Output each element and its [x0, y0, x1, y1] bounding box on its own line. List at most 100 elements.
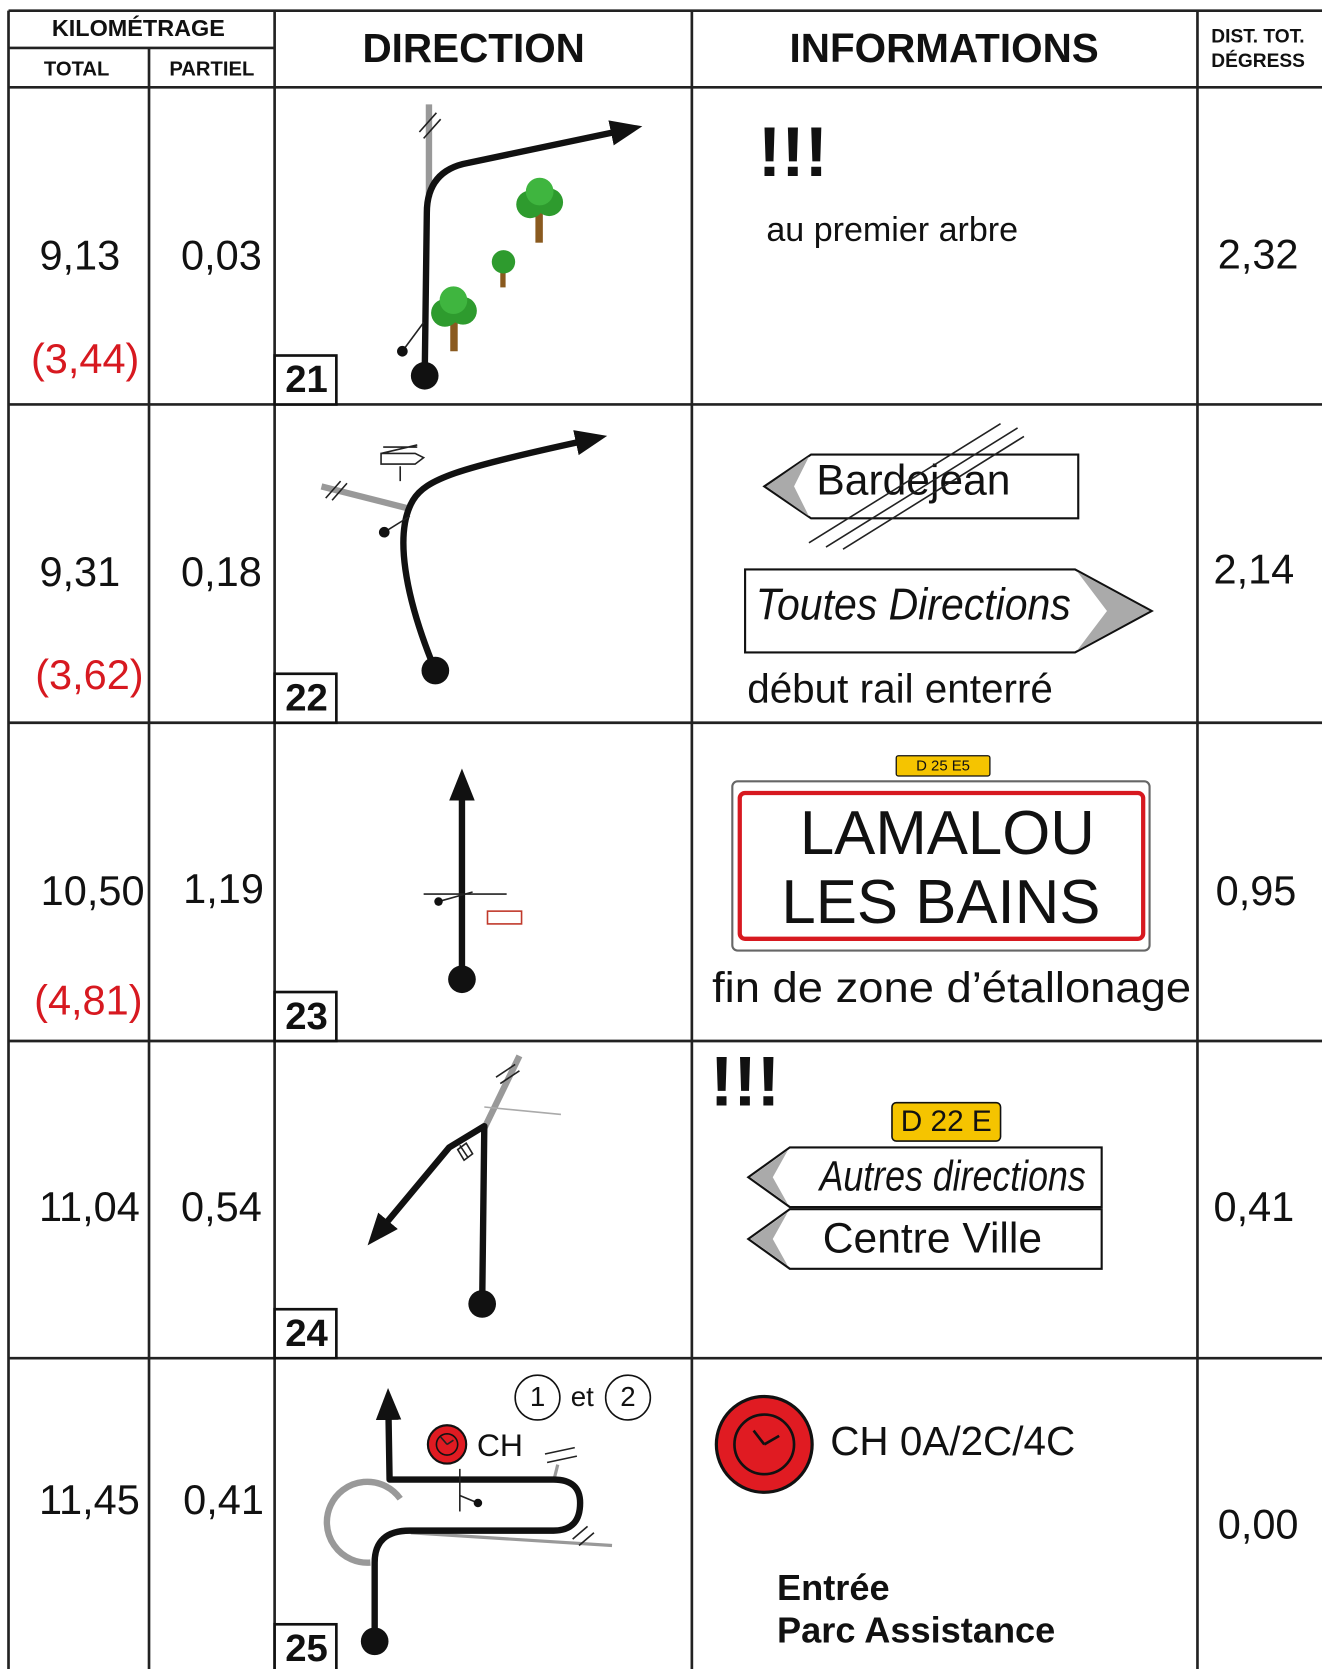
shape — [535, 212, 543, 243]
shape — [766, 456, 809, 517]
shape — [468, 1290, 497, 1318]
road-code: D 22 E — [901, 1105, 992, 1138]
shape — [320, 483, 411, 512]
shape — [371, 1387, 584, 1645]
total: 10,50 — [41, 867, 145, 914]
shape — [439, 286, 468, 315]
shape — [450, 321, 458, 352]
reference-joiner: et — [571, 1381, 594, 1412]
sign-text: Centre Ville — [823, 1214, 1042, 1262]
shape — [750, 1212, 788, 1266]
shape — [410, 1531, 613, 1548]
shape — [752, 1429, 780, 1446]
shape — [495, 1063, 520, 1085]
total-alt: (3,62) — [35, 651, 143, 698]
header-dist: DIST. TOT. — [1211, 26, 1304, 47]
shape — [410, 361, 439, 390]
town-name: LAMALOU — [800, 799, 1095, 868]
control-text: CH 0A/2C/4C — [830, 1418, 1075, 1464]
total: 11,45 — [39, 1476, 140, 1523]
road-code-box — [891, 1101, 1002, 1142]
partial: 0,54 — [181, 1183, 262, 1230]
step-number: 21 — [285, 358, 328, 401]
step-number: 23 — [285, 995, 328, 1038]
info-note: au premier arbre — [766, 211, 1018, 249]
info-note: Entrée — [777, 1567, 890, 1608]
table-grid — [7, 9, 1322, 1669]
diagram-23 — [423, 768, 523, 994]
info-note: début rail enterré — [747, 666, 1053, 712]
header-partiel: PARTIEL — [169, 59, 254, 81]
shape — [473, 1498, 483, 1508]
reference: 2 — [620, 1381, 635, 1412]
diagram-21 — [397, 104, 643, 390]
shape — [746, 1208, 1103, 1270]
shape — [400, 430, 608, 674]
town-sign-border — [737, 790, 1146, 941]
town-sign — [731, 780, 1151, 952]
shape — [733, 1413, 796, 1476]
dist: 2,14 — [1213, 546, 1294, 593]
total: 11,04 — [39, 1183, 140, 1230]
sign-autres-directions: Autres directions — [746, 1146, 1103, 1209]
total-alt: (3,44) — [31, 335, 139, 382]
dist: 2,32 — [1218, 231, 1299, 278]
step-box — [273, 1307, 338, 1360]
reference: 1 — [530, 1381, 545, 1412]
partial: 1,19 — [183, 865, 264, 912]
dist: 0,95 — [1216, 867, 1297, 914]
shape — [750, 1150, 788, 1204]
sign-centre-ville: Centre Ville — [746, 1208, 1103, 1270]
shape — [360, 1627, 389, 1656]
diagram-22 — [320, 430, 608, 685]
shape — [572, 1525, 595, 1547]
total-alt: (4,81) — [34, 977, 142, 1024]
shape — [378, 526, 390, 538]
header-direction: DIRECTION — [362, 25, 584, 71]
step-box — [273, 990, 338, 1043]
shape — [434, 897, 443, 906]
shape — [486, 910, 523, 925]
shape — [440, 1436, 454, 1446]
shape — [500, 268, 506, 288]
town-name: LES BAINS — [781, 868, 1100, 937]
partial: 0,03 — [181, 232, 262, 279]
road-code: D 25 E5 — [916, 758, 970, 774]
partial: 0,18 — [181, 548, 262, 595]
step-number: 24 — [285, 1312, 328, 1355]
sign-text: Toutes Directions — [756, 581, 1071, 630]
shape — [456, 1142, 474, 1162]
shape — [481, 1054, 523, 1130]
sign-text: Autres directions — [817, 1153, 1086, 1201]
dist: 0,00 — [1218, 1500, 1299, 1547]
sign-toutes-directions: Toutes Directions — [744, 568, 1154, 654]
header-total: TOTAL — [44, 59, 110, 81]
info-note: Parc Assistance — [777, 1609, 1055, 1650]
total: 9,31 — [39, 548, 120, 595]
shape — [514, 1374, 561, 1421]
warning: !!! — [710, 1041, 780, 1120]
header-kilometrage: KILOMÉTRAGE — [52, 14, 225, 41]
shape — [484, 1106, 562, 1116]
shape — [435, 1432, 459, 1456]
shape — [544, 1446, 578, 1464]
dist: 0,41 — [1213, 1183, 1294, 1230]
diagram-25: CH 1 et 2 — [323, 1374, 652, 1656]
shape — [491, 250, 516, 274]
control-label: CH — [477, 1427, 523, 1463]
shape — [367, 1122, 488, 1308]
shape — [421, 120, 643, 379]
shape — [1077, 571, 1150, 651]
step-number: 22 — [285, 677, 328, 720]
sign-bardejean: Bardejean — [762, 422, 1080, 550]
shape — [418, 112, 442, 139]
shape — [380, 444, 426, 482]
shape — [325, 480, 348, 501]
shape — [421, 656, 450, 685]
shape — [397, 345, 408, 357]
info-note: fin de zone d’étallonage — [712, 964, 1191, 1012]
total: 9,13 — [39, 232, 120, 279]
shape — [762, 453, 1080, 520]
shape — [401, 322, 425, 352]
shape — [448, 965, 476, 994]
